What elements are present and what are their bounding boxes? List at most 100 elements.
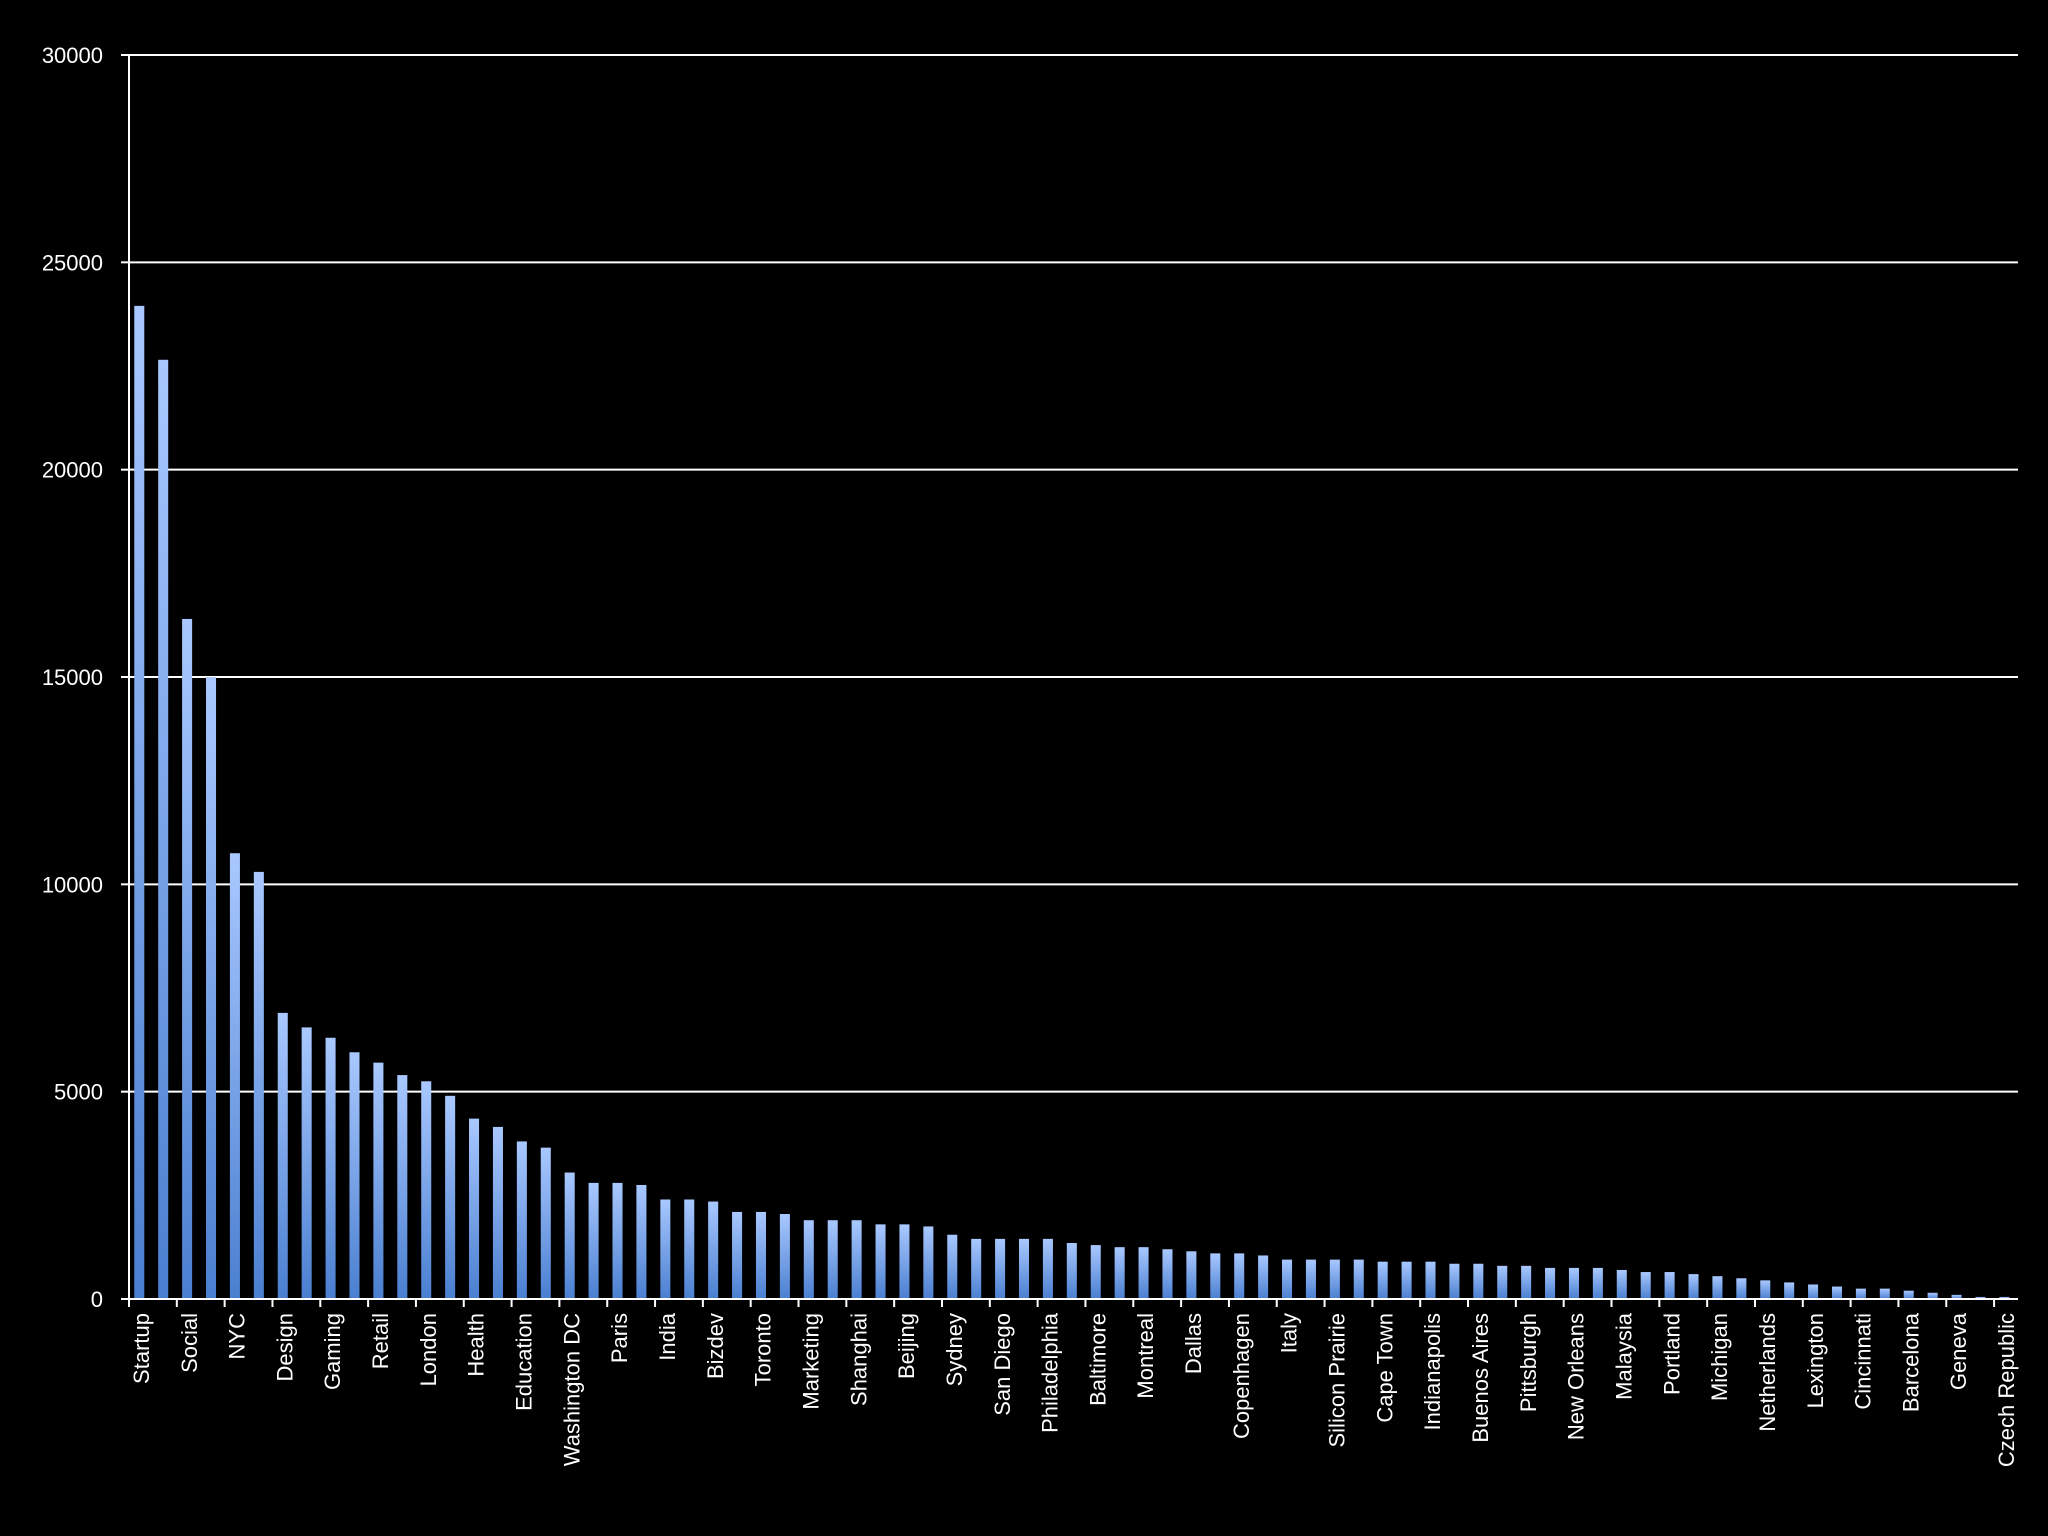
x-tick-label: India <box>655 1312 680 1360</box>
bar <box>1258 1255 1269 1299</box>
bar <box>851 1220 862 1299</box>
x-tick-label: Sydney <box>942 1313 967 1386</box>
y-tick-label: 15000 <box>42 665 103 690</box>
x-tick-label: Social <box>177 1313 202 1373</box>
y-tick-label: 30000 <box>42 43 103 68</box>
bar <box>1521 1265 1532 1299</box>
bar <box>708 1201 719 1299</box>
bar <box>1855 1288 1866 1299</box>
bar <box>971 1238 982 1299</box>
bar <box>779 1213 790 1299</box>
bar <box>1545 1267 1556 1299</box>
bar <box>1473 1263 1484 1299</box>
gridlines <box>129 54 2018 1093</box>
bar <box>1808 1284 1819 1299</box>
x-tick-labels: Startup Social NYC Design Gaming Retail London… <box>129 1312 2019 1467</box>
bar <box>923 1226 934 1299</box>
bar <box>1449 1263 1460 1299</box>
bar <box>660 1199 671 1299</box>
bar <box>1497 1265 1508 1299</box>
x-tick-label: Gaming <box>320 1313 345 1390</box>
bar <box>229 853 240 1299</box>
bar <box>1329 1259 1340 1299</box>
bar <box>134 305 145 1300</box>
bar <box>1903 1290 1914 1299</box>
x-tick-label: London <box>416 1313 441 1386</box>
bar <box>899 1224 910 1299</box>
x-tick-label: Washington DC <box>559 1313 584 1466</box>
bar <box>325 1037 336 1299</box>
bar <box>301 1027 312 1299</box>
bar <box>947 1234 958 1299</box>
bar <box>612 1182 623 1299</box>
bar <box>540 1147 551 1299</box>
x-tick-label: Startup <box>129 1313 154 1384</box>
bar <box>588 1182 599 1299</box>
bar <box>1784 1282 1795 1299</box>
x-tick-label: Lexington <box>1803 1313 1828 1408</box>
x-tick-label: Buenos Aires <box>1468 1313 1493 1443</box>
bar <box>1831 1286 1843 1299</box>
x-tick-label: Czech Republic <box>1994 1313 2019 1467</box>
bar <box>373 1062 384 1299</box>
x-tick-label: Cincinnati <box>1851 1313 1876 1410</box>
x-tick-label: NYC <box>225 1313 250 1360</box>
bar <box>732 1211 743 1299</box>
x-tick-label: Dallas <box>1181 1313 1206 1374</box>
x-tick-label: Design <box>272 1313 297 1381</box>
bar <box>1688 1274 1699 1299</box>
x-tick-label: Bizdev <box>703 1313 728 1379</box>
bar <box>1712 1276 1723 1299</box>
y-tick-label: 20000 <box>42 458 103 483</box>
bar <box>492 1126 503 1299</box>
bar <box>1879 1288 1890 1299</box>
bar <box>1640 1272 1651 1299</box>
bar <box>564 1172 575 1299</box>
bar <box>1305 1259 1316 1299</box>
x-tick-label: Health <box>464 1313 489 1377</box>
bar <box>1568 1267 1579 1299</box>
x-tick-label: Copenhagen <box>1229 1313 1254 1439</box>
bar <box>1353 1259 1364 1299</box>
bar <box>1592 1267 1603 1299</box>
x-tick-label: Beijing <box>894 1313 919 1379</box>
x-tick-label: San Diego <box>990 1313 1015 1416</box>
x-tick-label: Michigan <box>1707 1313 1732 1401</box>
bar <box>1114 1247 1125 1299</box>
bar <box>1210 1253 1221 1299</box>
y-tick-label: 10000 <box>42 872 103 897</box>
x-tick-label: Indianapolis <box>1420 1313 1445 1430</box>
bar <box>1760 1280 1771 1299</box>
bar <box>1616 1269 1627 1299</box>
bar <box>1090 1245 1101 1299</box>
bar <box>469 1118 480 1299</box>
bar <box>1018 1238 1030 1299</box>
bar <box>277 1012 288 1299</box>
bar <box>1282 1259 1293 1299</box>
bar <box>397 1075 408 1299</box>
x-tick-label: Netherlands <box>1755 1313 1780 1432</box>
bar <box>445 1095 456 1299</box>
bar <box>205 677 217 1299</box>
x-tick-label: Education <box>512 1313 537 1411</box>
bar <box>1999 1296 2010 1299</box>
bar <box>516 1141 527 1299</box>
x-tick-label: Italy <box>1277 1313 1302 1353</box>
x-tick-label: Shanghai <box>846 1313 871 1406</box>
bar <box>1401 1261 1412 1299</box>
bar <box>1951 1294 1962 1299</box>
y-tick-labels: 0 5000 10000 15000 20000 25000 30000 <box>42 43 103 1312</box>
bar <box>827 1220 838 1299</box>
y-tick-label: 5000 <box>54 1080 103 1105</box>
bar <box>995 1238 1006 1299</box>
bar <box>1138 1247 1149 1299</box>
bar <box>875 1224 886 1299</box>
x-tick-label: Marketing <box>798 1313 823 1410</box>
bar <box>1664 1272 1675 1299</box>
x-tick-label: Baltimore <box>1085 1313 1110 1406</box>
x-tick-label: Retail <box>368 1313 393 1369</box>
bar <box>684 1199 695 1299</box>
x-tick-label: Toronto <box>751 1313 776 1386</box>
bar <box>1736 1278 1747 1299</box>
x-tick-label: Paris <box>607 1313 632 1363</box>
